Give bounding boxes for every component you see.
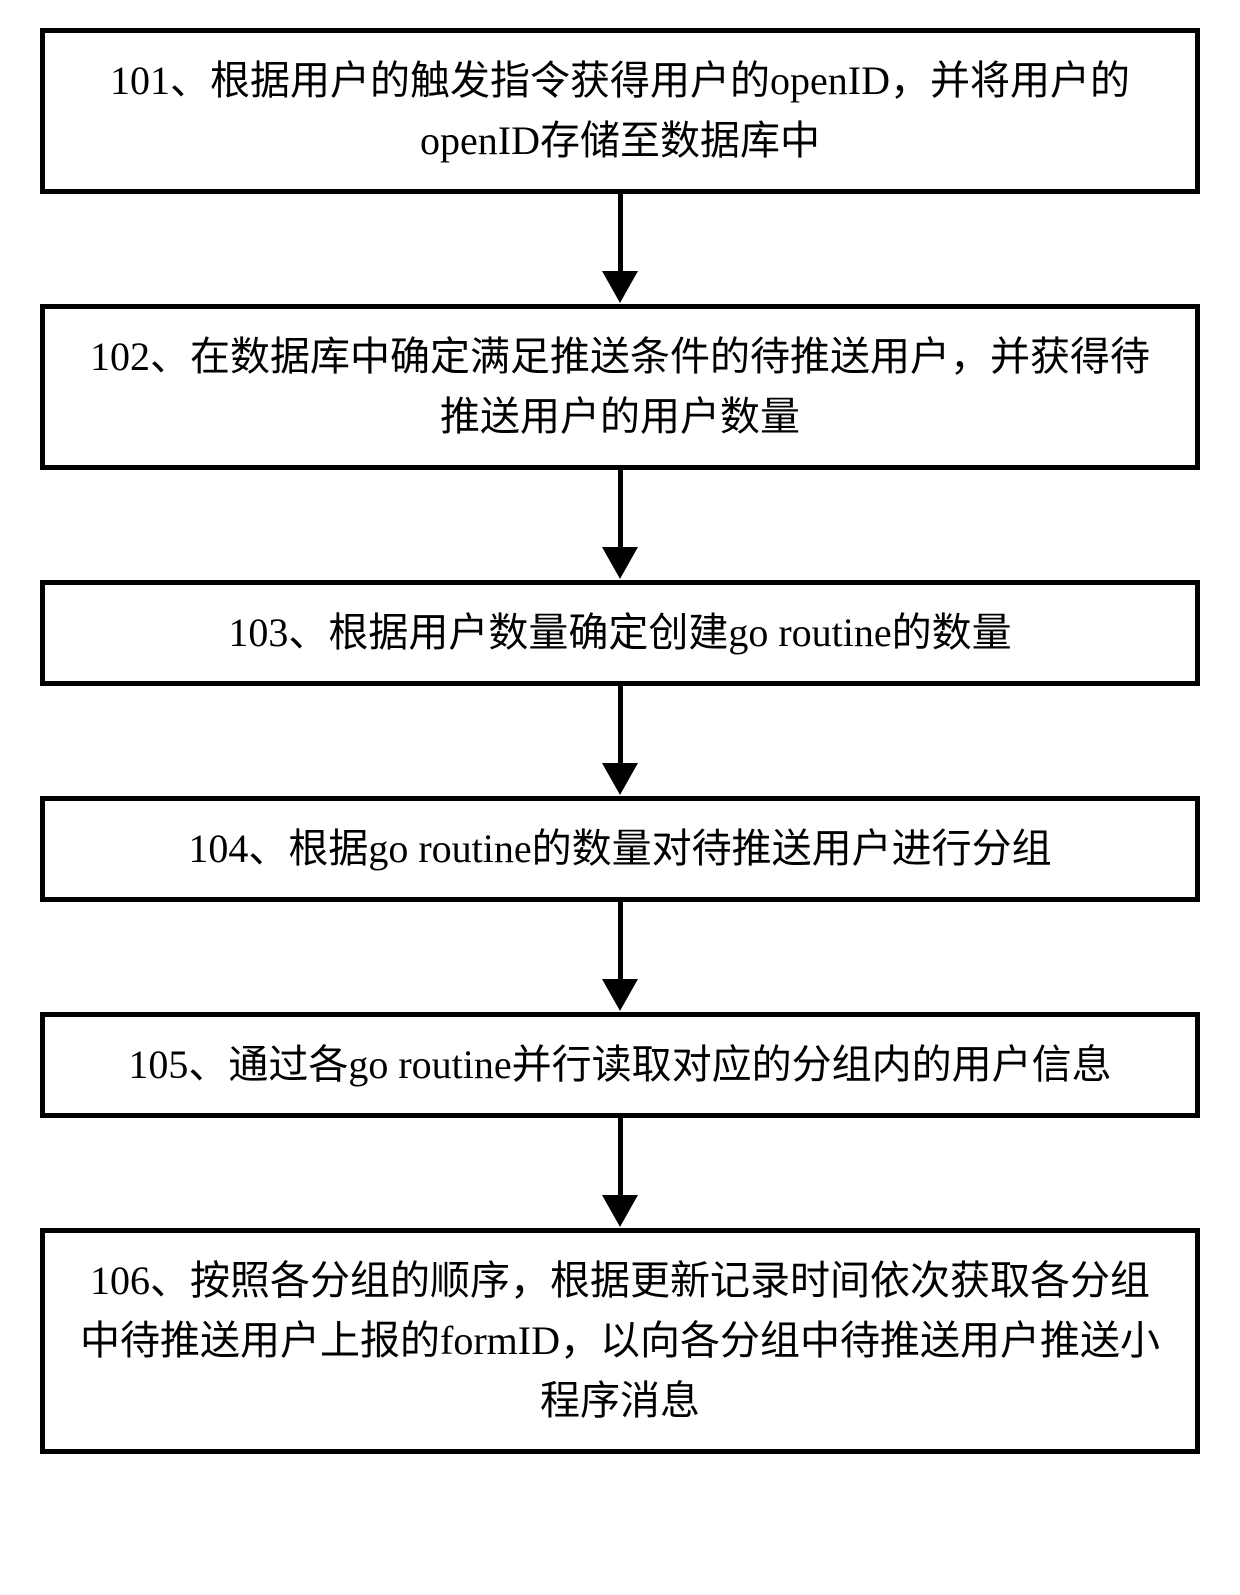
- flowchart-node-102: 102、在数据库中确定满足推送条件的待推送用户，并获得待推送用户的用户数量: [40, 304, 1200, 470]
- flowchart-node-103: 103、根据用户数量确定创建go routine的数量: [40, 580, 1200, 686]
- arrow-line: [618, 902, 623, 980]
- flowchart-node-105: 105、通过各go routine并行读取对应的分组内的用户信息: [40, 1012, 1200, 1118]
- node-text: 102、在数据库中确定满足推送条件的待推送用户，并获得待推送用户的用户数量: [75, 327, 1165, 447]
- flowchart-node-106: 106、按照各分组的顺序，根据更新记录时间依次获取各分组中待推送用户上报的for…: [40, 1228, 1200, 1454]
- flowchart-arrow: [602, 902, 638, 1012]
- flowchart-arrow: [602, 470, 638, 580]
- arrow-head-icon: [602, 979, 638, 1011]
- flowchart-arrow: [602, 194, 638, 304]
- flowchart-arrow: [602, 1118, 638, 1228]
- flowchart-node-101: 101、根据用户的触发指令获得用户的openID，并将用户的openID存储至数…: [40, 28, 1200, 194]
- arrow-line: [618, 194, 623, 272]
- node-text: 104、根据go routine的数量对待推送用户进行分组: [188, 819, 1051, 879]
- arrow-line: [618, 1118, 623, 1196]
- arrow-line: [618, 470, 623, 548]
- arrow-head-icon: [602, 547, 638, 579]
- arrow-head-icon: [602, 271, 638, 303]
- arrow-head-icon: [602, 763, 638, 795]
- flowchart-node-104: 104、根据go routine的数量对待推送用户进行分组: [40, 796, 1200, 902]
- arrow-line: [618, 686, 623, 764]
- flowchart-container: 101、根据用户的触发指令获得用户的openID，并将用户的openID存储至数…: [0, 0, 1240, 1454]
- node-text: 105、通过各go routine并行读取对应的分组内的用户信息: [128, 1035, 1111, 1095]
- node-text: 106、按照各分组的顺序，根据更新记录时间依次获取各分组中待推送用户上报的for…: [75, 1251, 1165, 1431]
- node-text: 101、根据用户的触发指令获得用户的openID，并将用户的openID存储至数…: [75, 51, 1165, 171]
- arrow-head-icon: [602, 1195, 638, 1227]
- flowchart-arrow: [602, 686, 638, 796]
- node-text: 103、根据用户数量确定创建go routine的数量: [228, 603, 1011, 663]
